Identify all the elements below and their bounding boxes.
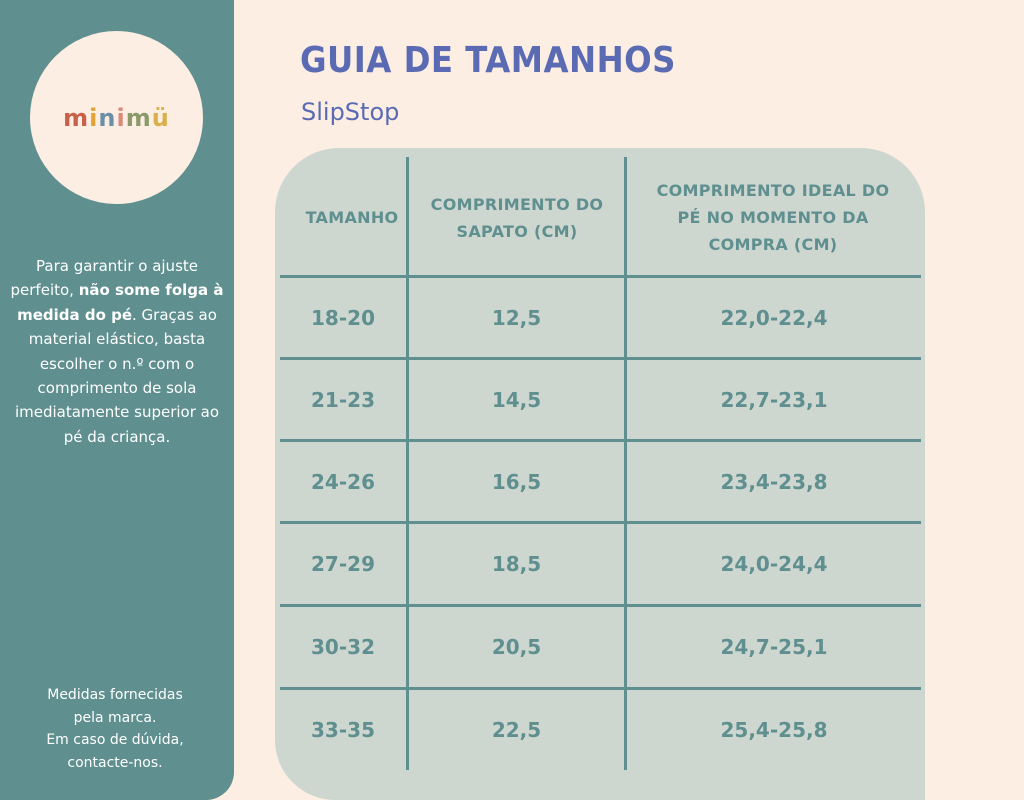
header-shoe-length: COMPRIMENTO DO SAPATO (CM) [430,194,604,241]
table-row-divider [280,604,921,607]
cell-size: 18-20 [311,305,375,330]
logo-letter: ü [151,103,170,132]
cell-size: 30-32 [311,635,375,659]
logo-letter: m [63,103,90,132]
cell-ideal-foot-length: 22,0-22,4 [720,305,828,330]
brand-logo: minimü [30,31,203,204]
cell-shoe-length: 16,5 [491,469,542,494]
cell-size: 24-26 [311,469,375,494]
cell-shoe-length: 14,5 [491,387,542,412]
cell-shoe-length: 12,5 [491,305,542,330]
cell-size: 21-23 [311,387,375,412]
logo-letter: i [116,103,126,132]
footer-line: Em caso de dúvida, [46,732,184,748]
logo-letter: m [125,103,152,132]
page-subtitle: SlipStop [301,98,400,126]
logo-wordmark: minimü [63,106,170,130]
advice-text-start: Para garantir o ajuste perfeito, [10,257,198,300]
cell-ideal-foot-length: 22,7-23,1 [720,387,828,412]
sidebar-footer: Medidas fornecidas pela marca. Em caso d… [20,684,210,774]
cell-shoe-length: 22,5 [491,718,542,742]
cell-ideal-foot-length: 24,0-24,4 [720,552,828,576]
cell-ideal-foot-length: 25,4-25,8 [720,718,828,742]
footer-line: contacte-nos. [67,754,163,771]
cell-ideal-foot-length: 24,7-25,1 [720,635,828,659]
table-row-divider [280,275,921,278]
header-size: TAMANHO [305,208,399,227]
table-column-divider [406,157,409,770]
cell-ideal-foot-length: 23,4-23,8 [720,469,828,494]
cell-shoe-length: 20,5 [491,635,542,659]
table-row-divider [280,357,921,360]
cell-size: 27-29 [311,552,375,576]
sidebar: minimü Para garantir o ajuste perfeito, … [0,0,234,800]
table-column-divider [624,157,627,770]
cell-shoe-length: 18,5 [491,552,542,576]
sizing-advice: Para garantir o ajuste perfeito, não som… [6,254,228,449]
logo-letter: n [98,103,117,132]
table-row-divider [280,521,921,524]
page-title: GUIA DE TAMANHOS [300,40,676,81]
advice-text-end: . Graças ao material elástico, basta esc… [14,305,220,446]
cell-size: 33-35 [311,718,375,742]
table-row-divider [280,687,921,690]
advice-text-bold: não some folga à medida do pé [17,281,224,324]
footer-line: pela marca. [73,709,157,726]
footer-line: Medidas fornecidas [47,687,183,703]
size-table [275,148,925,800]
logo-letter: i [89,103,99,132]
table-row-divider [280,439,921,442]
header-ideal-foot-length: COMPRIMENTO IDEAL DO PÉ NO MOMENTO DA CO… [656,181,890,254]
